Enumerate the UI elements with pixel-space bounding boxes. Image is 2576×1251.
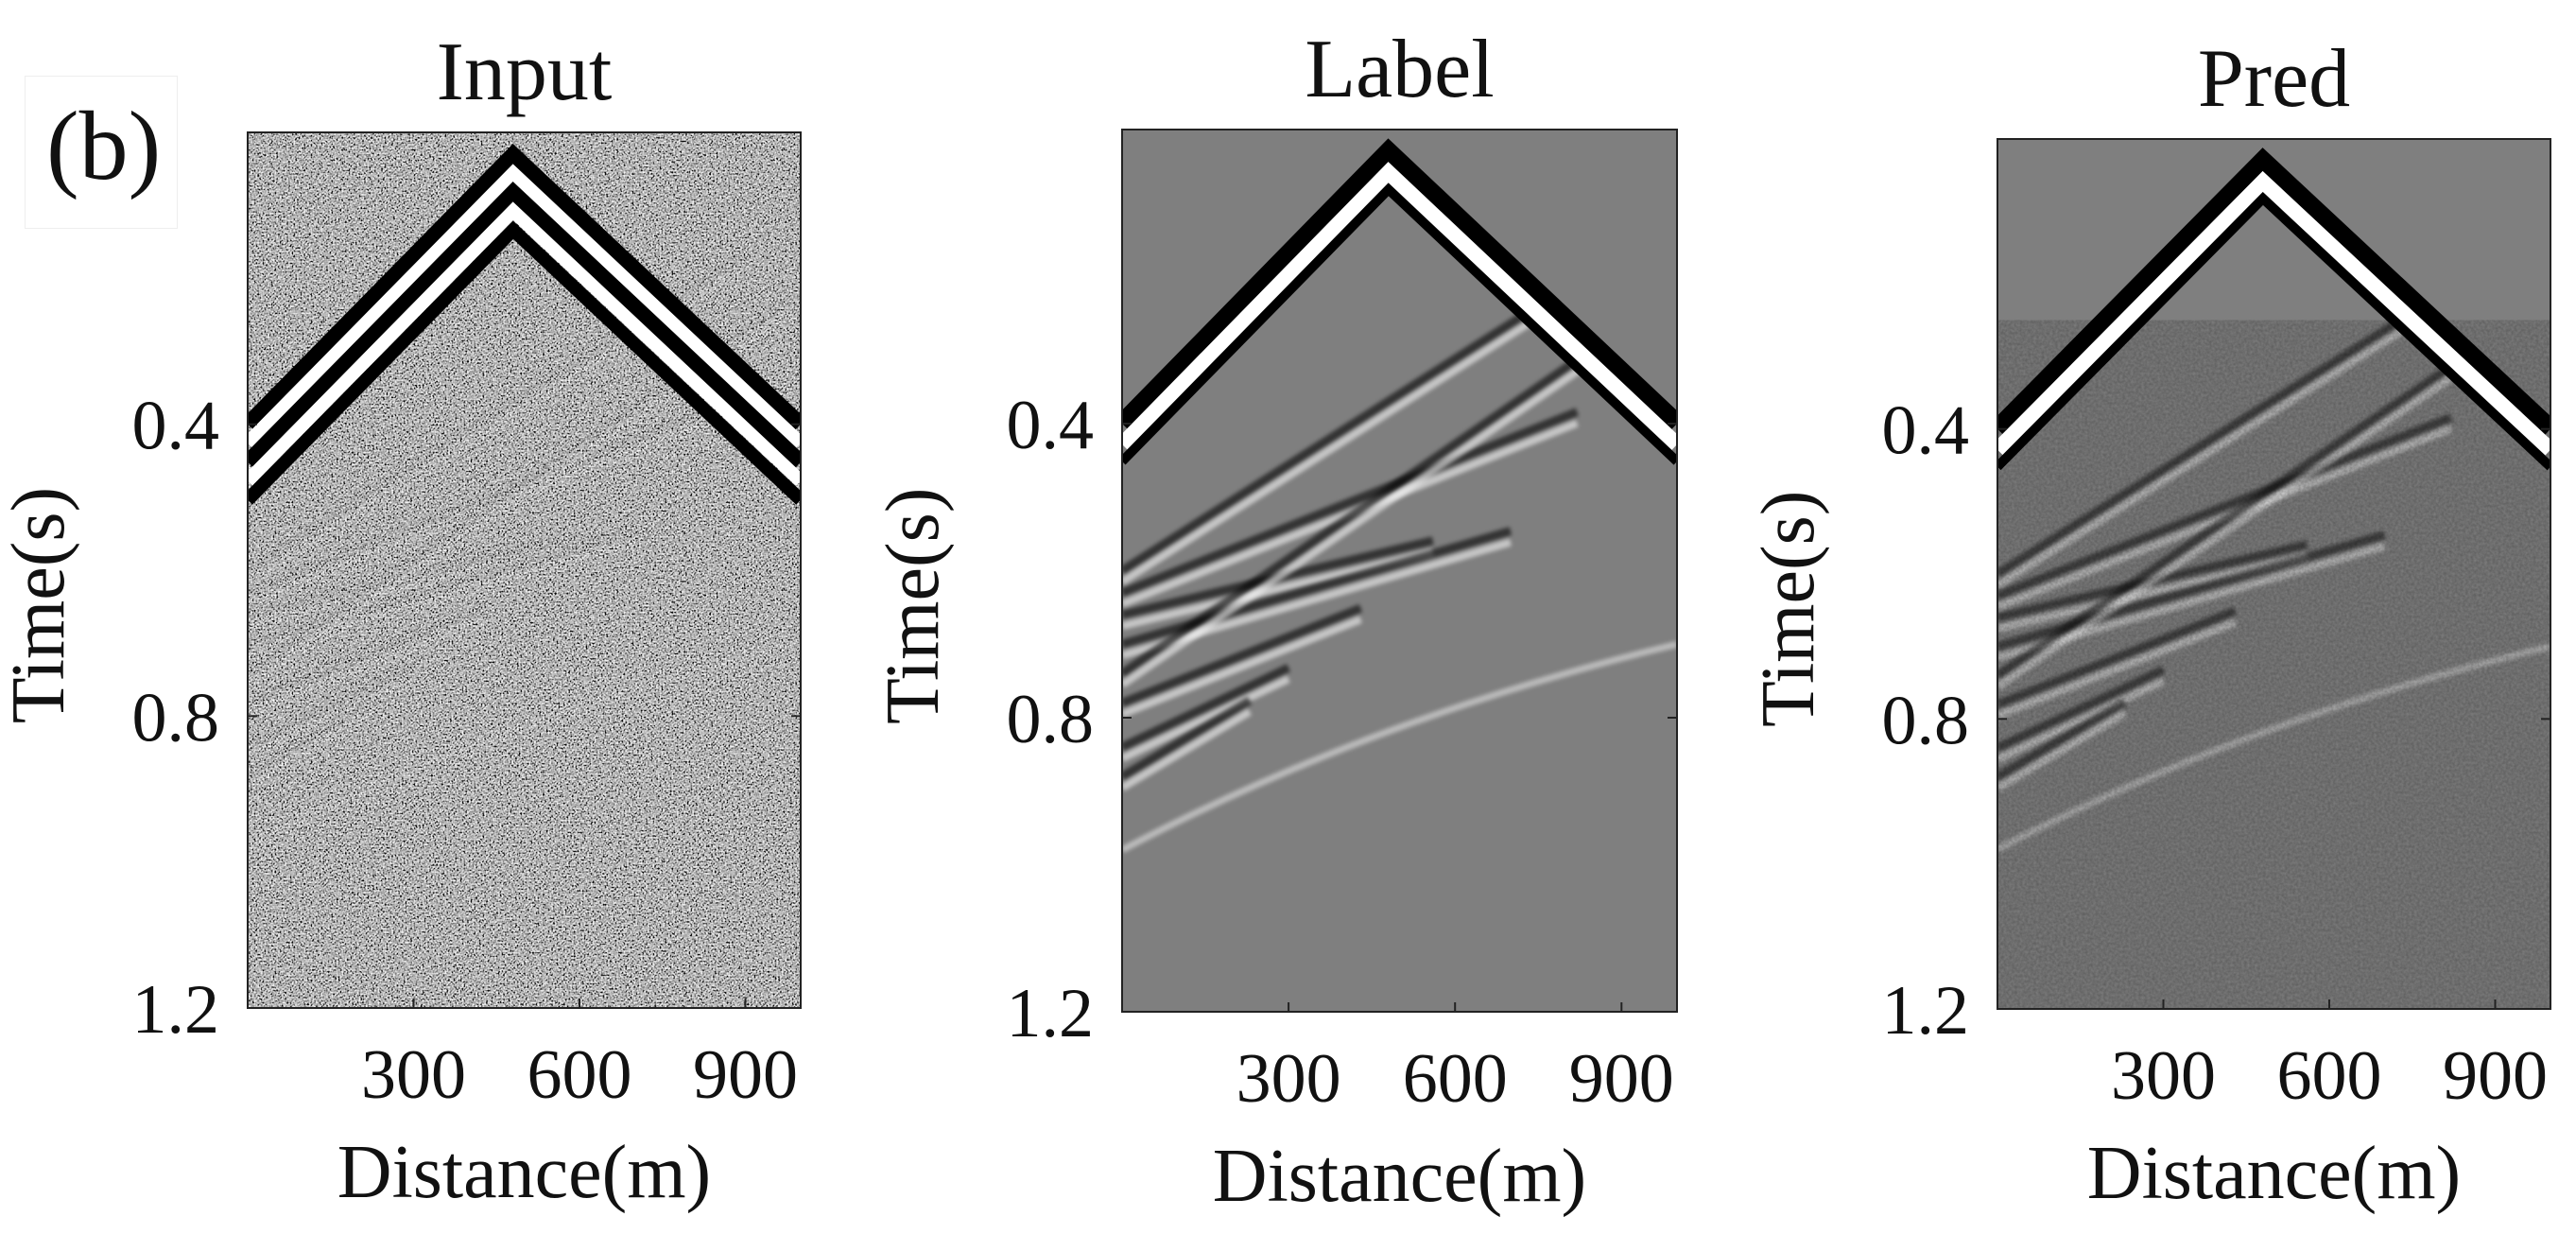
curved-reflection	[1122, 640, 1677, 854]
panel-title: Pred	[2198, 33, 2350, 125]
first-arrival	[1997, 148, 2550, 471]
y-axis-label: Time(s)	[1747, 491, 1830, 727]
panel-input: 0.4 0.8 1.2 300 600 900 Input Distance(m) Time(s…	[0, 26, 802, 1214]
panel-title: Input	[437, 26, 613, 118]
x-axis-label: Distance(m)	[2087, 1132, 2461, 1215]
axes-frame	[1997, 138, 2551, 1010]
x-tick-label: 900	[693, 1036, 798, 1114]
panel-title: Label	[1305, 24, 1494, 115]
x-tick-label: 300	[361, 1036, 466, 1114]
y-tick-label: 0.8	[1007, 681, 1095, 758]
seismic-image-input	[248, 132, 801, 1008]
x-axis-label: Distance(m)	[1213, 1135, 1586, 1218]
x-tick-label: 900	[1569, 1040, 1674, 1118]
y-tick-label: 0.4	[1882, 392, 1970, 470]
seismic-image-label	[1122, 130, 1677, 1012]
axes-frame	[247, 131, 802, 1009]
first-arrival	[248, 143, 801, 505]
x-tick-label: 300	[2111, 1037, 2216, 1115]
y-axis-label: Time(s)	[872, 488, 955, 724]
y-axis-label: Time(s)	[0, 487, 80, 723]
panel-pred: 0.4 0.8 1.2 300 600 900 Pred Distance(m) Time(s)	[1747, 33, 2551, 1215]
panel-label-box: (b)	[25, 76, 178, 229]
residual-noise-layer	[1997, 320, 2550, 1009]
pre-arrival-zone	[1122, 130, 1677, 424]
panel-label: (b)	[46, 92, 162, 200]
y-tick-label: 0.8	[1882, 682, 1970, 759]
y-tick-label: 1.2	[132, 971, 220, 1049]
x-axis-label: Distance(m)	[337, 1131, 711, 1214]
seismic-image-pred	[1997, 139, 2550, 1009]
y-tick-label: 0.4	[132, 388, 220, 465]
x-tick-label: 900	[2443, 1037, 2548, 1115]
x-tick-label: 600	[2277, 1037, 2382, 1115]
x-tick-label: 600	[527, 1036, 632, 1114]
y-tick-label: 0.4	[1007, 387, 1095, 464]
panel-label: 0.4 0.8 1.2 300 600 900 Label Distance(m) Time(s…	[872, 24, 1678, 1218]
y-tick-label: 0.8	[132, 679, 220, 756]
x-tick-label: 300	[1236, 1040, 1341, 1118]
pre-arrival-zone	[1997, 139, 2550, 429]
first-arrival	[1122, 138, 1677, 465]
x-tick-label: 600	[1403, 1040, 1508, 1118]
axes-frame	[1121, 129, 1678, 1013]
y-tick-label: 1.2	[1882, 972, 1970, 1050]
y-tick-label: 1.2	[1007, 975, 1095, 1052]
random-noise-layer	[248, 132, 801, 1008]
